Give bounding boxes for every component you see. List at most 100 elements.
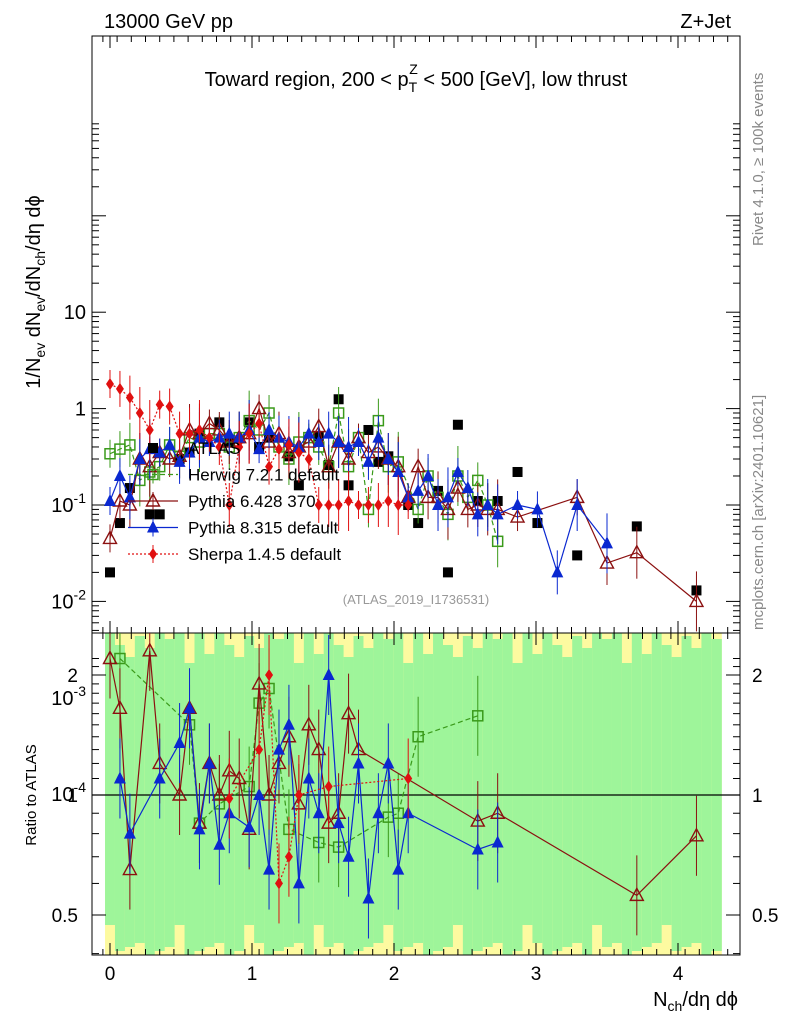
x-tick-label: 2: [389, 964, 400, 985]
ratio-band-green: [631, 633, 643, 951]
ratio-band-green: [452, 657, 464, 925]
ratio-point: [112, 699, 128, 715]
data-point: [363, 424, 374, 435]
ratio-line: [109, 650, 697, 897]
data-point: [420, 488, 436, 504]
data-point: [382, 452, 395, 465]
data-point: [263, 422, 276, 435]
ratio-band-green: [413, 633, 424, 943]
ratio-point: [372, 806, 385, 819]
x-axis-title: Nch/dη dϕ: [653, 989, 738, 1014]
data-point: [195, 423, 204, 436]
legend-marker: [147, 520, 159, 533]
x-tick-label: 4: [673, 964, 684, 985]
ratio-band-green: [592, 633, 603, 925]
data-point: [432, 498, 445, 510]
ratio-point: [255, 743, 264, 756]
ratio-point: [183, 701, 196, 714]
data-point: [384, 495, 393, 508]
legend-marker: [149, 548, 157, 560]
data-point: [124, 439, 136, 451]
data-point: [410, 458, 426, 473]
ratio-point: [251, 675, 267, 690]
ratio-point: [193, 822, 206, 835]
legend-marker: [145, 492, 161, 507]
ratio-point: [321, 814, 337, 829]
data-point: [460, 500, 476, 516]
ratio-band-green: [641, 654, 653, 947]
data-point: [441, 490, 454, 503]
mcplots-label: mcplots.cern.ch [arXiv:2401.10621]: [750, 395, 767, 630]
data-point: [294, 446, 303, 459]
ratio-point: [123, 826, 136, 839]
data-point: [123, 490, 136, 503]
legend-entry: Pythia 6.428 370: [128, 492, 316, 511]
data-point: [304, 453, 313, 466]
data-point: [322, 426, 335, 439]
data-point: [364, 499, 373, 511]
data-point: [321, 458, 337, 473]
data-point: [153, 445, 166, 458]
data-point: [452, 419, 463, 430]
ratio-band-green: [671, 657, 683, 951]
data-point: [112, 492, 128, 507]
ratio-point: [211, 786, 228, 801]
ratio-point: [382, 756, 395, 769]
ratio-point: [312, 806, 325, 819]
ratio-point: [173, 736, 186, 749]
data-point: [175, 427, 184, 440]
ratio-point: [342, 849, 355, 862]
data-point: [245, 427, 254, 440]
legend-label: ATLAS: [188, 439, 241, 458]
data-point: [422, 468, 435, 481]
ratio-band-green: [552, 645, 563, 951]
ratio-band-green: [611, 633, 623, 943]
data-point: [354, 499, 363, 511]
data-point: [165, 400, 174, 413]
legend-marker: [147, 468, 159, 481]
ratio-point: [282, 717, 295, 730]
ratio-line: [119, 658, 478, 848]
ratio-point: [311, 741, 327, 756]
data-point: [461, 481, 474, 494]
legend-entry: Sherpa 1.4.5 default: [128, 545, 341, 564]
ratio-band-green: [512, 663, 524, 951]
ratio-point: [294, 789, 303, 801]
data-point: [551, 565, 564, 578]
ratio-band-green: [134, 636, 146, 943]
ratio-tick-label: 0.5: [52, 906, 78, 927]
ratio-point: [243, 820, 256, 833]
data-point: [265, 460, 274, 473]
ratio-point: [102, 650, 118, 665]
legend-entry: Herwig 7.2.1 default: [128, 465, 339, 485]
ratio-band-green: [532, 654, 543, 943]
ratio-band-green: [651, 633, 663, 943]
ratio-series-sherpa: [225, 635, 413, 924]
data-point: [342, 439, 355, 452]
ratio-point: [142, 642, 158, 657]
legend-entry: ATLAS: [148, 439, 241, 458]
data-point: [531, 502, 544, 515]
ratio-tick-label: 2: [67, 666, 78, 687]
ratio-band-green: [572, 636, 583, 943]
data-point: [372, 430, 385, 443]
data-point: [284, 438, 293, 451]
data-point: [471, 507, 484, 520]
data-point: [293, 480, 304, 491]
ratio-point: [122, 861, 138, 876]
data-point: [163, 437, 176, 450]
data-point: [362, 454, 375, 467]
ratio-point: [688, 827, 705, 842]
data-point: [302, 426, 315, 439]
data-point: [104, 494, 116, 507]
ratio-point: [213, 837, 226, 850]
ratio-band-green: [343, 657, 355, 955]
data-point: [324, 499, 333, 511]
data-point: [274, 443, 283, 456]
data-point: [173, 454, 186, 467]
ratio-point: [412, 731, 424, 743]
data-point: [332, 435, 345, 448]
analysis-watermark: (ATLAS_2019_I1736531): [343, 592, 489, 607]
